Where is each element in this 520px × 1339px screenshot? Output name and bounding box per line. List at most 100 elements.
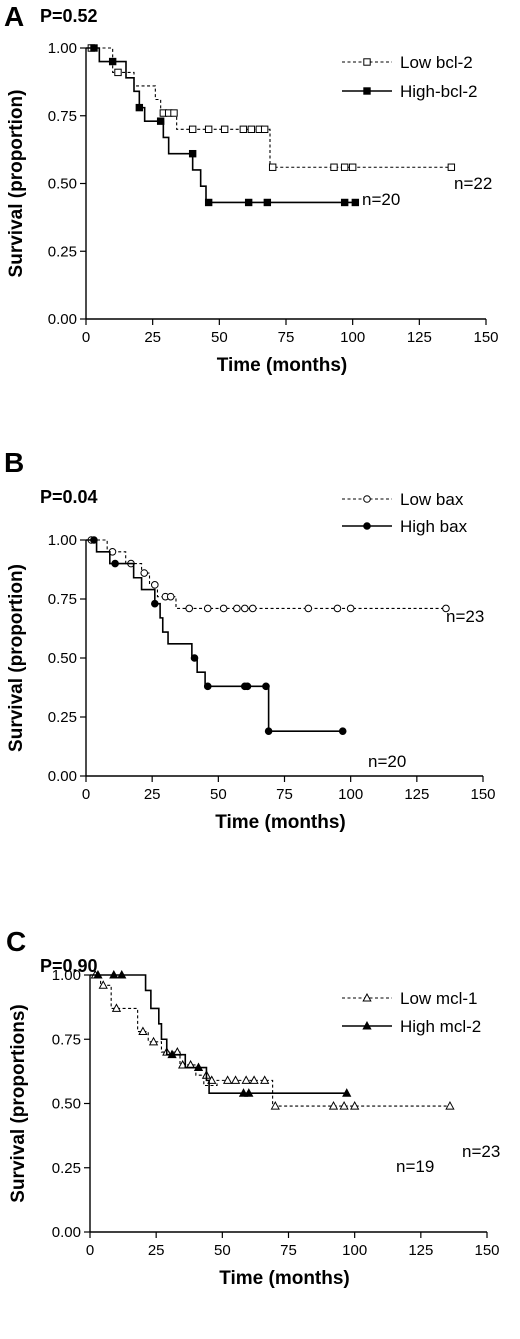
censor-marker [442,604,450,613]
censor-marker [262,682,270,691]
censor-marker [339,1101,349,1110]
censor-marker [244,1088,254,1097]
censor-marker [243,682,252,691]
censor-marker [166,592,175,601]
panels-group: A P=0.52 0 25 50 75 100 125 150 0.00 0.25 0.50 0.75 1… [4,1,500,1289]
n-label: n=19 [396,1157,434,1176]
censor-marker [140,569,149,577]
legend-marker [363,87,371,95]
censor-marker [239,125,248,133]
legend-marker [362,1020,372,1030]
legend-label: Low bax [400,490,464,509]
censor-marker [108,57,117,66]
x-tick-label: 150 [474,1242,499,1259]
y-tick-label: 1.00 [48,40,77,57]
legend-marker [363,58,371,66]
censor-marker [330,163,338,171]
x-tick-label: 125 [408,1242,433,1259]
censor-marker [220,125,229,133]
legend-marker [363,522,371,530]
x-tick-label: 0 [86,1242,94,1259]
y-axis-title: Survival (proportion) [6,90,27,278]
y-tick-label: 0.25 [48,709,77,726]
km-curve-high-bcl-2 [86,47,356,204]
censor-marker [203,682,212,691]
x-tick-label: 0 [82,329,90,346]
y-tick-label: 0.25 [48,243,77,260]
series-high-bcl-2 [86,44,360,207]
panel-letter: B [4,447,24,478]
censor-marker [270,1101,280,1110]
censor-marker [151,599,159,608]
y-axis-title: Survival (proportions) [8,1004,29,1202]
km-curve-low-bax [86,539,446,609]
censor-marker [188,149,197,158]
x-axis-title: Time (months) [215,812,346,833]
censor-marker [188,125,197,133]
legend-marker [362,992,372,1002]
censor-marker [260,125,269,133]
panel-c: C P=0.90 0 25 50 75 100 125 150 0.00 0.25 0.50 0.75 1… [6,926,500,1289]
censor-marker [340,163,349,171]
x-tick-label: 125 [407,329,432,346]
censor-marker [338,727,347,735]
censor-marker [340,198,349,207]
x-tick-label: 150 [470,786,495,803]
censor-marker [445,1101,455,1110]
n-label: n=23 [446,607,484,626]
km-curve-low-mcl-1 [90,974,450,1107]
censor-marker [342,1088,352,1097]
km-curve-high-mcl-2 [90,974,347,1095]
x-tick-label: 75 [278,329,295,346]
x-tick-label: 0 [82,786,90,803]
p-value-label: P=0.90 [40,956,98,976]
legend-label: High mcl-2 [400,1017,481,1036]
censor-marker [350,1101,360,1110]
y-tick-label: 1.00 [52,967,81,984]
censor-marker [111,1003,122,1012]
censor-marker [135,103,144,112]
n-label: n=22 [454,174,492,193]
censor-marker [98,980,108,989]
y-tick-label: 0.00 [48,311,77,328]
x-tick-label: 150 [473,329,498,346]
censor-marker [170,109,178,117]
y-tick-label: 0.50 [48,176,77,193]
censor-marker [351,198,360,207]
y-tick-label: 1.00 [48,532,77,549]
panel-a: A P=0.52 0 25 50 75 100 125 150 0.00 0.25 0.50 0.75 1… [4,1,499,376]
censor-marker [447,163,456,171]
censor-marker [190,654,199,662]
legend-label: High bax [400,517,468,536]
y-tick-label: 0.75 [48,108,77,125]
censor-marker [219,604,228,613]
censor-marker [151,581,159,589]
x-axis-title: Time (months) [219,1268,350,1289]
legend-marker [363,495,371,503]
censor-marker [167,1049,177,1059]
censor-marker [185,604,194,613]
censor-marker [90,536,98,544]
x-tick-label: 75 [280,1242,297,1259]
y-tick-label: 0.75 [52,1031,81,1048]
panel-letter: A [4,1,24,32]
p-value-label: P=0.04 [40,487,98,507]
y-axis-title: Survival (proportion) [6,564,27,752]
censor-marker [348,163,357,171]
censor-marker [148,1036,159,1046]
censor-marker [230,1075,241,1084]
censor-marker [247,125,256,133]
censor-marker [93,969,103,979]
panel-b: B P=0.04 0 25 50 75 100 125 150 0.00 0.25 0.50 0.75 1… [4,447,496,833]
y-tick-label: 0.50 [48,650,77,667]
y-tick-label: 0.00 [48,768,77,785]
legend-label: Low bcl-2 [400,53,473,72]
x-axis-title: Time (months) [217,355,348,376]
series-low-bax [86,536,450,613]
km-curve-high-bax [86,539,343,732]
censor-marker [138,1026,148,1036]
censor-marker [114,68,122,77]
censor-marker [204,125,213,133]
x-tick-label: 25 [144,786,161,803]
censor-marker [222,1075,233,1084]
